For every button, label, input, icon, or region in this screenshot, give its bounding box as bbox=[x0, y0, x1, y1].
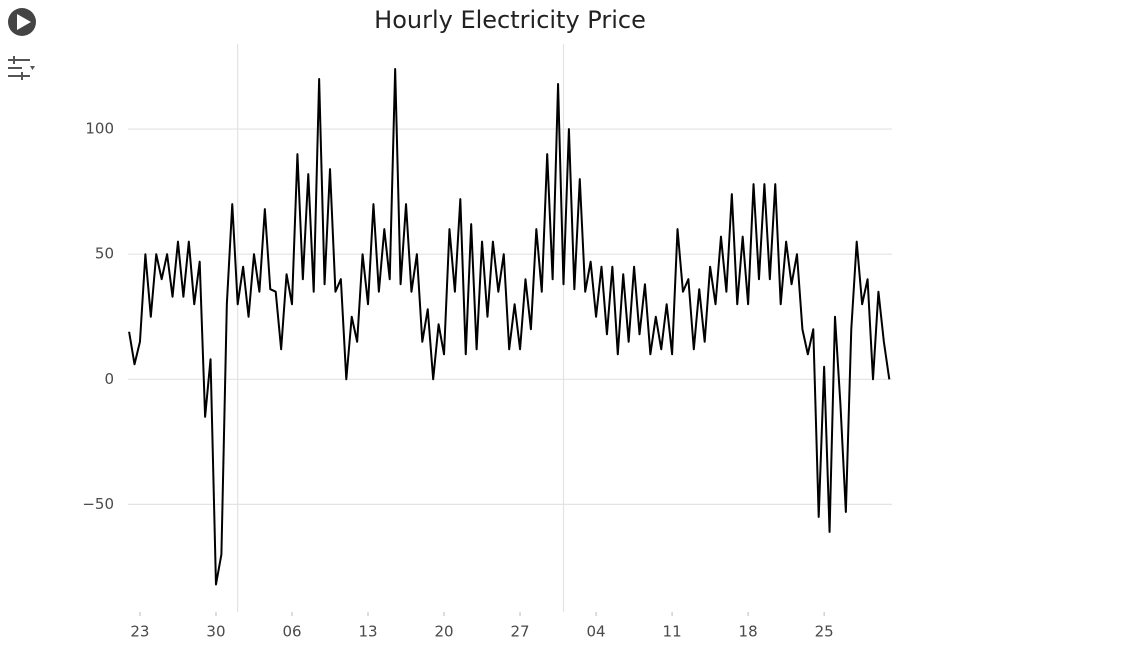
x-tick-label: 11 bbox=[663, 623, 682, 641]
chart-title: Hourly Electricity Price bbox=[374, 6, 646, 34]
y-tick-label: −50 bbox=[82, 495, 114, 513]
run-button[interactable] bbox=[8, 8, 36, 36]
run-triangle bbox=[17, 14, 31, 30]
x-tick-label: 27 bbox=[510, 623, 529, 641]
x-tick-label: 23 bbox=[130, 623, 149, 641]
x-tick-label: 30 bbox=[206, 623, 225, 641]
x-tick-label: 18 bbox=[739, 623, 758, 641]
x-tick-label: 20 bbox=[434, 623, 453, 641]
y-tick-label: 50 bbox=[95, 245, 114, 263]
x-tick-label: 04 bbox=[587, 623, 606, 641]
y-tick-label: 100 bbox=[85, 120, 114, 138]
x-tick-label: 25 bbox=[815, 623, 834, 641]
y-tick-label: 0 bbox=[104, 370, 114, 388]
x-tick-label: 06 bbox=[282, 623, 301, 641]
x-tick-label: 13 bbox=[358, 623, 377, 641]
output-menu-button[interactable] bbox=[8, 56, 35, 80]
menu-caret bbox=[30, 66, 35, 70]
price-line bbox=[128, 68, 891, 586]
menu-icon bbox=[8, 56, 30, 80]
